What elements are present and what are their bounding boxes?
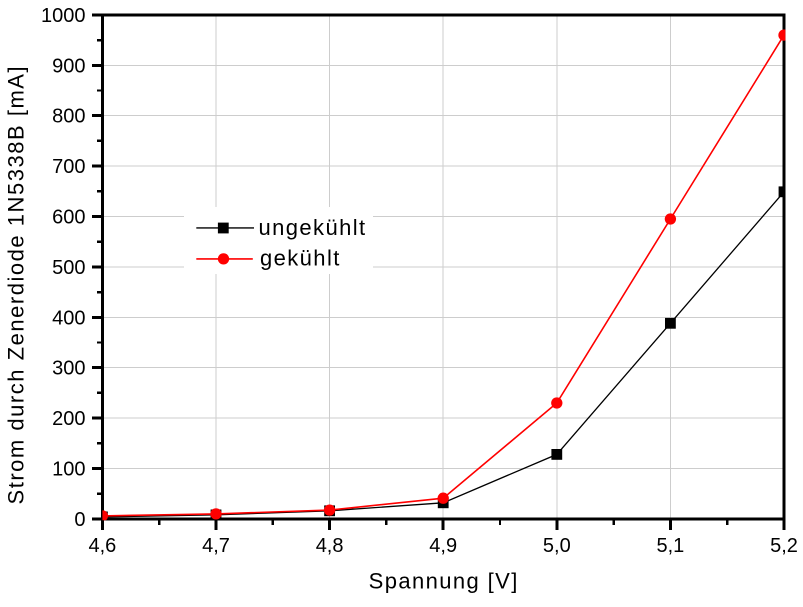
svg-text:100: 100: [52, 459, 85, 481]
svg-text:800: 800: [52, 106, 85, 128]
svg-text:600: 600: [52, 207, 85, 229]
svg-text:5,2: 5,2: [770, 535, 798, 557]
svg-text:4,6: 4,6: [88, 535, 116, 557]
svg-text:500: 500: [52, 257, 85, 279]
svg-text:Spannung [V]: Spannung [V]: [369, 569, 519, 594]
svg-text:1000: 1000: [41, 5, 86, 27]
svg-text:400: 400: [52, 307, 85, 329]
svg-text:5,0: 5,0: [543, 535, 571, 557]
svg-text:0: 0: [74, 509, 85, 531]
svg-text:4,8: 4,8: [316, 535, 344, 557]
svg-text:5,1: 5,1: [656, 535, 684, 557]
svg-text:gekühlt: gekühlt: [260, 245, 341, 270]
svg-text:900: 900: [52, 55, 85, 77]
svg-text:200: 200: [52, 408, 85, 430]
svg-text:300: 300: [52, 358, 85, 380]
svg-text:4,9: 4,9: [429, 535, 457, 557]
svg-text:ungekühlt: ungekühlt: [259, 215, 367, 240]
svg-text:700: 700: [52, 156, 85, 178]
svg-text:4,7: 4,7: [202, 535, 230, 557]
svg-text:Strom durch Zenerdiode 1N5338B: Strom durch Zenerdiode 1N5338B [mA]: [4, 65, 29, 505]
